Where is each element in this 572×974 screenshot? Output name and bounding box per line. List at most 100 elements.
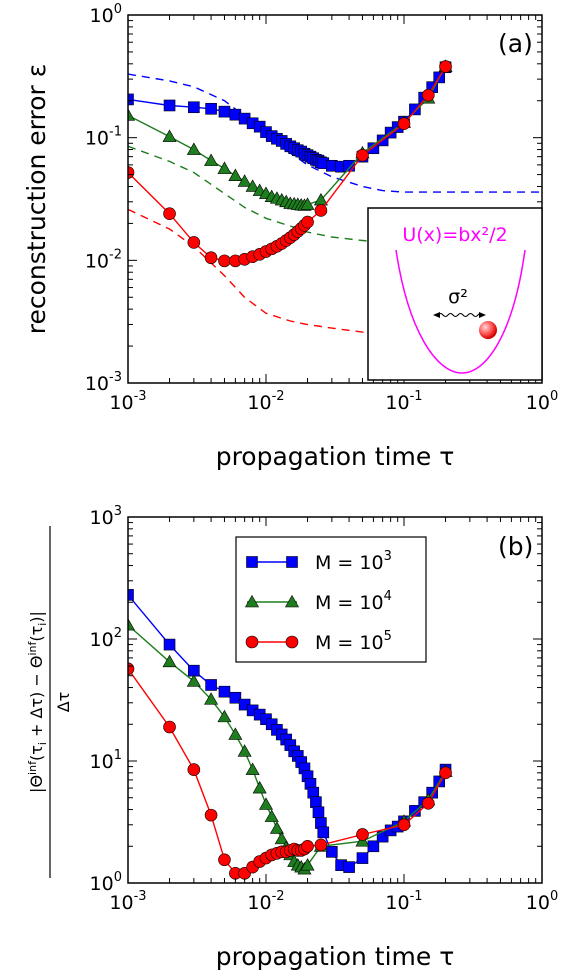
panel-a: 10-3 10-2 10-1 100 10-3 10-2 10-1 100 (a) U(x)=… xyxy=(22,2,558,471)
y-tick-label: 100 xyxy=(90,2,122,27)
x-tick-label: 10-2 xyxy=(247,889,284,914)
data-point-triangle xyxy=(128,108,136,121)
data-point-square xyxy=(163,638,176,651)
data-point-triangle xyxy=(228,727,243,740)
panel-label-b: (b) xyxy=(498,532,533,561)
legend-marker-triangle xyxy=(244,594,260,608)
x-tick-label: 10-2 xyxy=(247,389,284,414)
ylabel-sup-2: inf xyxy=(26,641,39,656)
ylabel-sup-1: inf xyxy=(26,760,39,775)
panel-label-a: (a) xyxy=(498,29,533,58)
data-point-triangle xyxy=(245,179,260,192)
legend-label: M = 104 xyxy=(315,589,392,614)
data-point-square xyxy=(205,102,217,115)
data-point-triangle xyxy=(258,797,274,810)
y-tick-label: 103 xyxy=(90,504,122,529)
series-circle xyxy=(128,60,452,268)
ylabel-bar-left: | xyxy=(27,788,46,793)
data-point-circle xyxy=(204,808,218,822)
noise-arrow-left-head xyxy=(433,312,440,318)
data-point-square xyxy=(343,861,355,873)
legend-frame xyxy=(235,536,427,663)
svg-text:|Θinf(τi + Δτ) − Θinf(τi)|: |Θinf(τi + Δτ) − Θinf(τi)| xyxy=(26,611,49,793)
data-point-triangle xyxy=(237,744,252,757)
legend-entry: M = 103 xyxy=(246,549,392,574)
legend-marker-triangle xyxy=(284,594,300,608)
data-point-square xyxy=(163,99,176,112)
data-point-triangle xyxy=(186,674,201,687)
data-point-square xyxy=(356,852,369,864)
data-point-square xyxy=(128,589,134,601)
data-point-triangle xyxy=(217,709,232,723)
legend-label: M = 105 xyxy=(315,629,392,654)
y-tick-label: 102 xyxy=(90,626,122,651)
ylabel-bar-right: | xyxy=(27,611,46,616)
data-point-square xyxy=(312,806,325,819)
data-point-circle xyxy=(422,797,435,810)
data-point-triangle xyxy=(162,129,177,142)
x-axis-label-a: propagation time τ xyxy=(216,442,455,471)
x-tick-label: 10-1 xyxy=(385,889,422,914)
data-point-circle xyxy=(163,720,176,734)
y-axis-label-a: reconstruction error ε xyxy=(22,64,51,335)
ylabel-sub-1: i xyxy=(36,742,49,745)
y-tick-label: 10-1 xyxy=(85,125,122,150)
legend-marker-circle xyxy=(285,635,299,649)
legend-entry: M = 104 xyxy=(244,589,392,614)
dashed-reference-line-0 xyxy=(128,73,542,193)
plot-frame-b xyxy=(127,516,543,884)
data-point-circle xyxy=(422,88,435,102)
legend-label: M = 103 xyxy=(315,549,392,574)
data-point-triangle xyxy=(269,821,284,834)
ylabel-sub-2: i xyxy=(36,623,49,626)
legend-entry: M = 105 xyxy=(245,629,392,654)
data-point-triangle xyxy=(245,762,260,775)
data-point-triangle xyxy=(204,153,219,166)
data-point-circle xyxy=(218,853,231,867)
data-point-circle xyxy=(439,766,452,780)
y-axis-label-b: |Θinf(τi + Δτ) − Θinf(τi)| Δτ xyxy=(26,526,73,878)
data-point-square xyxy=(367,840,380,853)
ylabel-left-2: (τ xyxy=(27,626,46,642)
x-tick-label: 10-3 xyxy=(109,389,146,414)
data-point-square xyxy=(218,685,231,698)
data-point-circle xyxy=(397,117,411,130)
series-circle xyxy=(128,662,452,880)
x-axis-label-b: propagation time τ xyxy=(216,942,455,971)
data-point-triangle xyxy=(264,809,279,822)
noise-wavy-arrow xyxy=(437,313,484,317)
data-point-circle xyxy=(301,215,314,229)
data-point-square xyxy=(326,846,338,858)
y-tick-label: 101 xyxy=(90,748,122,773)
data-point-triangle xyxy=(228,168,243,181)
data-point-square xyxy=(229,691,242,704)
y-tick-label: 100 xyxy=(90,870,122,895)
x-tick-label: 10-1 xyxy=(385,389,422,414)
data-point-circle xyxy=(204,251,218,265)
legend-marker-square xyxy=(246,556,258,568)
data-point-circle xyxy=(314,838,328,852)
series-square xyxy=(128,61,452,173)
data-point-square xyxy=(409,103,421,116)
plot-frame-a xyxy=(127,14,543,384)
legend: M = 103 M = 104 M = 105 xyxy=(235,536,427,663)
inset-potential: U(x)=bx²/2 σ² xyxy=(367,207,543,381)
data-point-circle xyxy=(128,166,135,179)
data-point-circle xyxy=(397,818,411,832)
data-point-triangle xyxy=(217,161,232,174)
data-point-triangle xyxy=(252,780,267,794)
noise-label: σ² xyxy=(448,286,468,308)
data-point-triangle xyxy=(204,692,219,705)
data-point-circle xyxy=(301,839,314,853)
data-point-triangle xyxy=(237,174,252,187)
data-point-square xyxy=(205,679,217,691)
x-tick-label: 100 xyxy=(526,389,558,414)
data-point-triangle xyxy=(274,831,289,845)
data-point-square xyxy=(188,101,200,114)
inset-frame xyxy=(367,207,543,381)
potential-label: U(x)=bx²/2 xyxy=(402,224,507,246)
data-point-triangle xyxy=(186,142,201,155)
potential-curve xyxy=(395,249,526,374)
data-point-triangle xyxy=(162,654,177,668)
